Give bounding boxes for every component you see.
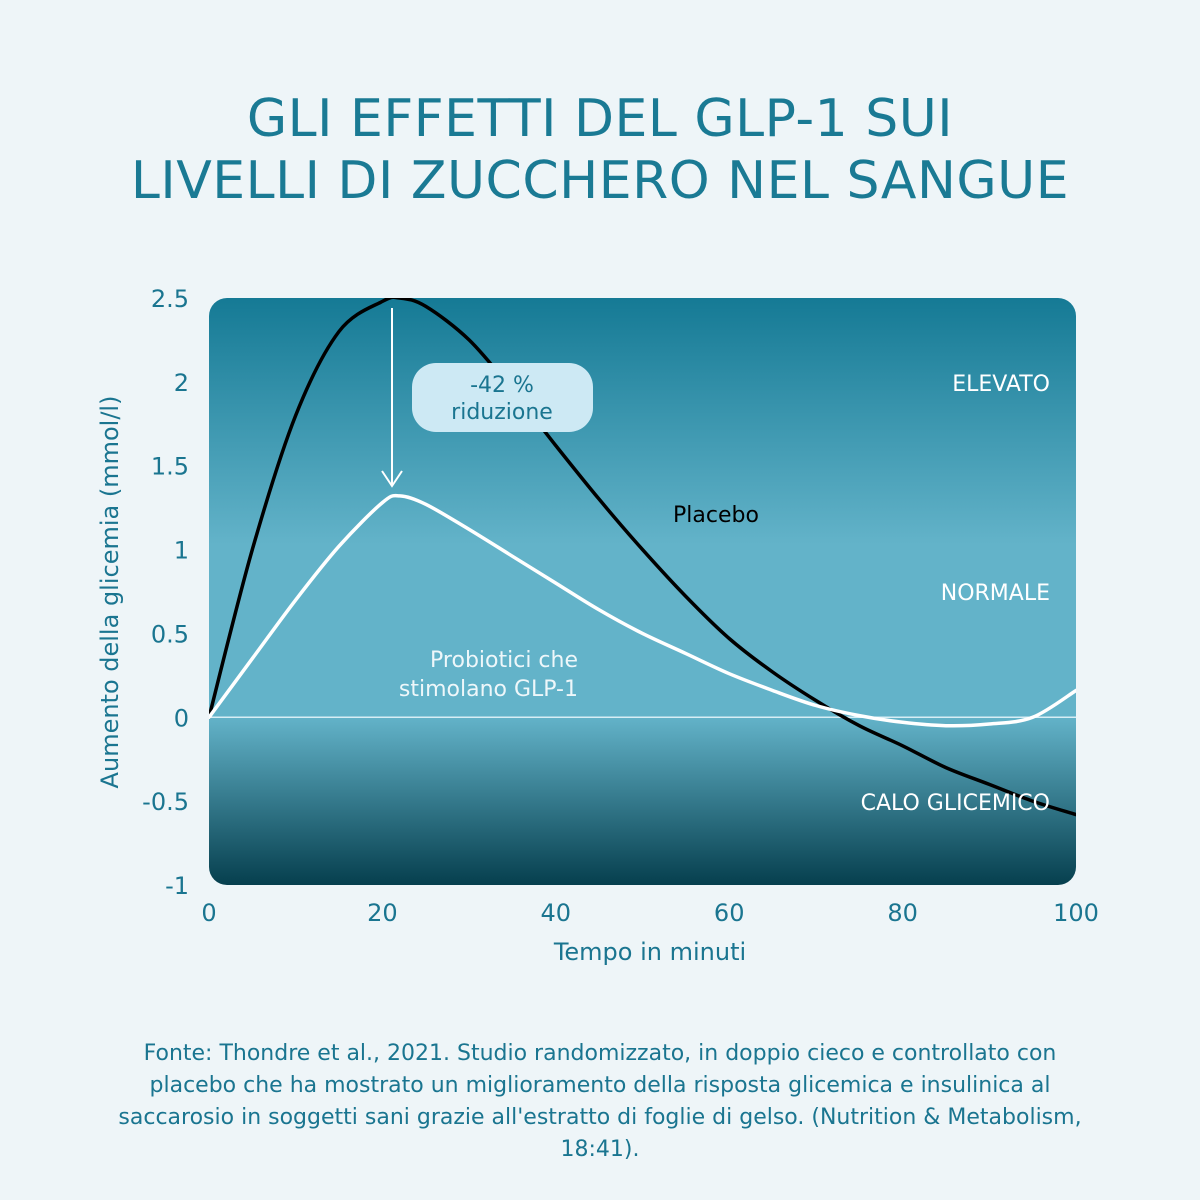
x-tick-label: 20 bbox=[367, 899, 398, 927]
probiotic-label-line-2: stimolano GLP-1 bbox=[399, 677, 578, 702]
x-tick-label: 60 bbox=[714, 899, 745, 927]
zone-label-calo-glicemico: CALO GLICEMICO bbox=[861, 791, 1050, 816]
y-tick-label: 2 bbox=[174, 369, 189, 397]
zone-label-elevato: ELEVATO bbox=[952, 372, 1050, 397]
glucose-line-chart: ELEVATO NORMALE CALO GLICEMICO Placebo P… bbox=[96, 285, 1099, 966]
probiotic-line bbox=[209, 493, 1076, 728]
y-tick-label: 2.5 bbox=[151, 285, 189, 313]
x-tick-label: 100 bbox=[1053, 899, 1099, 927]
chart-title-line-1: GLI EFFETTI DEL GLP-1 SUI bbox=[246, 89, 954, 149]
y-tick-label: 1.5 bbox=[151, 453, 189, 481]
y-tick-label: -1 bbox=[165, 872, 189, 900]
x-axis-label: Tempo in minuti bbox=[553, 938, 746, 966]
x-tick-label: 40 bbox=[541, 899, 572, 927]
reduction-arrow bbox=[381, 308, 403, 488]
callout-percent: -42 % bbox=[470, 373, 534, 398]
callout-word: riduzione bbox=[451, 400, 553, 425]
y-tick-label: 0 bbox=[174, 704, 189, 732]
placebo-label: Placebo bbox=[673, 503, 759, 528]
probiotic-label-line-1: Probiotici che bbox=[430, 648, 578, 673]
y-tick-label: -0.5 bbox=[142, 788, 189, 816]
zone-label-normale: NORMALE bbox=[941, 581, 1050, 606]
chart-title: GLI EFFETTI DEL GLP-1 SUI LIVELLI DI ZUC… bbox=[0, 88, 1200, 212]
y-tick-label: 1 bbox=[174, 537, 189, 565]
source-note: Fonte: Thondre et al., 2021. Studio rand… bbox=[118, 1041, 1082, 1162]
placebo-line bbox=[209, 298, 1076, 817]
chart-title-line-2: LIVELLI DI ZUCCHERO NEL SANGUE bbox=[130, 151, 1070, 211]
x-tick-label: 0 bbox=[201, 899, 216, 927]
reduction-callout: -42 % riduzione bbox=[412, 363, 593, 432]
y-axis-label: Aumento della glicemia (mmol/l) bbox=[96, 396, 124, 789]
x-tick-label: 80 bbox=[887, 899, 918, 927]
plot-background bbox=[209, 298, 1076, 885]
y-tick-label: 0.5 bbox=[151, 620, 189, 648]
